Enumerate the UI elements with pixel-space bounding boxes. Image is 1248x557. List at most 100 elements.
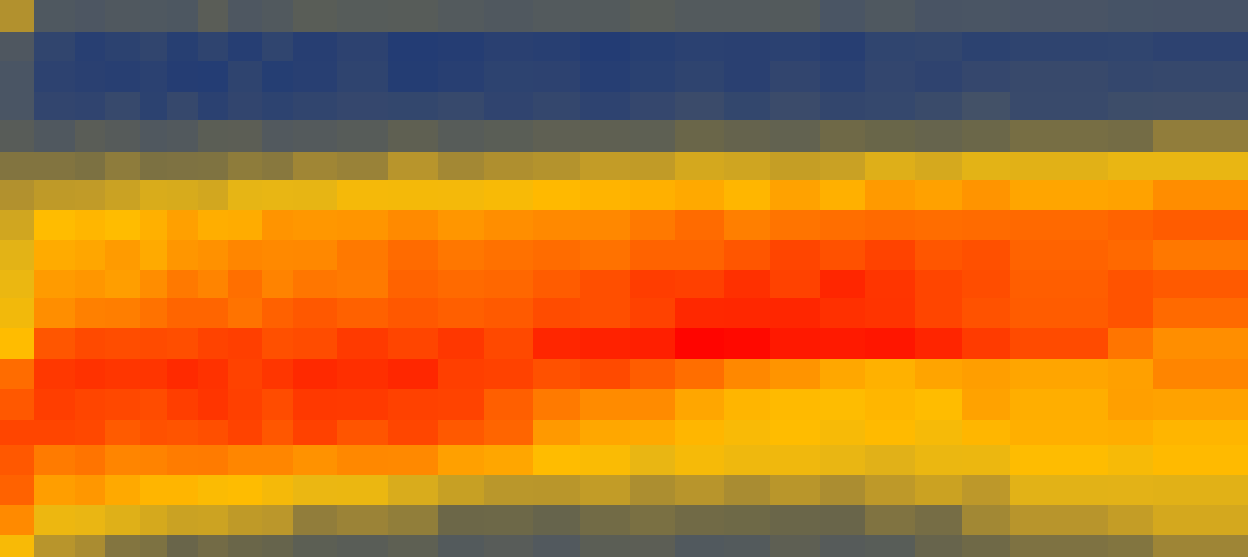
heatmap-cell [675,475,725,506]
heatmap-cell [1108,210,1154,241]
heatmap-cell [675,298,725,329]
heatmap-cell [75,445,106,476]
heatmap-cell [962,420,1011,446]
heatmap-cell [105,32,141,62]
heatmap-cell [388,389,439,421]
heatmap-cell [228,92,263,121]
heatmap-cell [630,535,676,557]
heatmap-cell [105,359,141,390]
heatmap-cell [293,475,338,506]
heatmap-cell [228,535,263,557]
heatmap-cell [580,535,631,557]
heatmap-cell [962,0,1011,33]
heatmap-cell [724,61,771,93]
heatmap-cell [675,240,725,271]
heatmap-cell [675,535,725,557]
heatmap-cell [724,505,771,536]
heatmap-cell [770,475,821,506]
heatmap-cell [675,389,725,421]
heatmap-cell [105,120,141,153]
heatmap-cell [337,61,389,93]
heatmap-cell [1108,535,1154,557]
heatmap-cell [484,92,534,121]
heatmap-cell [105,61,141,93]
heatmap-cell [337,505,389,536]
heatmap-cell [865,120,916,153]
heatmap-cell [167,120,199,153]
heatmap-cell [1153,180,1248,211]
heatmap-cell [337,535,389,557]
heatmap-cell [865,92,916,121]
heatmap-cell [630,328,676,360]
heatmap-cell [438,270,485,299]
heatmap-cell [438,180,485,211]
heatmap-cell [75,0,106,33]
heatmap-cell [1010,505,1109,536]
heatmap-cell [1153,420,1248,446]
heatmap-cell [140,0,168,33]
heatmap-cell [533,535,581,557]
heatmap-cell [293,270,338,299]
heatmap-cell [630,445,676,476]
heatmap-cell [675,270,725,299]
heatmap-cell [580,298,631,329]
heatmap-cell [484,475,534,506]
heatmap-cell [1010,328,1109,360]
heatmap-cell [388,328,439,360]
heatmap-cell [388,92,439,121]
heatmap-cell [1153,92,1248,121]
heatmap-cell [228,0,263,33]
heatmap-cell [34,92,76,121]
heatmap-cell [533,359,581,390]
heatmap-cell [140,210,168,241]
heatmap-cell [0,270,35,299]
heatmap-cell [34,152,76,181]
heatmap-cell [962,535,1011,557]
heatmap-cell [962,120,1011,153]
heatmap-cell [388,270,439,299]
heatmap-cell [167,210,199,241]
heatmap-cell [915,445,963,476]
heatmap-cell [865,180,916,211]
heatmap-cell [1153,152,1248,181]
heatmap-cell [962,180,1011,211]
heatmap-cell [630,298,676,329]
heatmap-cell [962,152,1011,181]
heatmap-cell [1153,389,1248,421]
heatmap-cell [820,535,866,557]
heatmap-cell [1010,92,1109,121]
heatmap-cell [0,328,35,360]
heatmap-cell [724,0,771,33]
heatmap-cell [337,475,389,506]
heatmap-cell [293,420,338,446]
heatmap-cell [1010,535,1109,557]
heatmap-cell [105,505,141,536]
heatmap-cell [630,475,676,506]
heatmap-cell [1153,445,1248,476]
heatmap-cell [820,389,866,421]
heatmap-cell [337,32,389,62]
heatmap-cell [533,210,581,241]
heatmap-cell [34,535,76,557]
heatmap-cell [438,475,485,506]
heatmap-cell [198,240,229,271]
heatmap-cell [915,61,963,93]
heatmap-cell [820,120,866,153]
heatmap-cell [75,152,106,181]
heatmap-cell [438,240,485,271]
heatmap-cell [962,270,1011,299]
heatmap-cell [580,420,631,446]
heatmap-cell [388,210,439,241]
heatmap-cell [228,270,263,299]
heatmap-cell [770,535,821,557]
heatmap-cell [865,420,916,446]
heatmap-cell [34,240,76,271]
heatmap-cell [484,120,534,153]
heatmap-cell [533,180,581,211]
heatmap-cell [770,240,821,271]
heatmap-cell [105,420,141,446]
heatmap-cell [75,298,106,329]
heatmap-cell [140,180,168,211]
heatmap-cell [865,475,916,506]
